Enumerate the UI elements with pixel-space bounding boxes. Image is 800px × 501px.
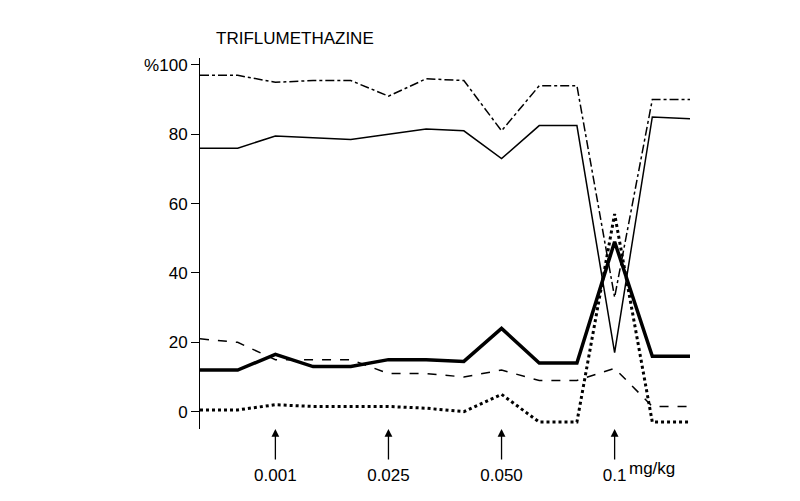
svg-text:0.025: 0.025 — [367, 466, 410, 485]
svg-text:40: 40 — [169, 264, 188, 283]
svg-text:20: 20 — [169, 333, 188, 352]
svg-text:0.001: 0.001 — [254, 466, 297, 485]
svg-text:%100: %100 — [144, 56, 187, 75]
svg-text:60: 60 — [169, 195, 188, 214]
svg-text:0: 0 — [178, 403, 187, 422]
svg-text:0.050: 0.050 — [480, 466, 523, 485]
svg-text:0.1: 0.1 — [603, 466, 627, 485]
svg-text:TRIFLUMETHAZINE: TRIFLUMETHAZINE — [216, 29, 374, 48]
svg-text:80: 80 — [169, 125, 188, 144]
svg-text:mg/kg: mg/kg — [629, 459, 675, 478]
